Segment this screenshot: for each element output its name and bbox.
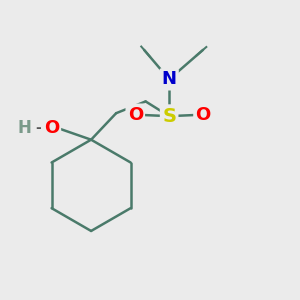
Text: N: N: [162, 70, 177, 88]
Text: O: O: [195, 106, 211, 124]
Text: S: S: [162, 106, 176, 126]
Text: -: -: [35, 121, 41, 135]
Text: O: O: [128, 106, 143, 124]
Text: O: O: [44, 119, 59, 137]
Text: H: H: [18, 119, 32, 137]
